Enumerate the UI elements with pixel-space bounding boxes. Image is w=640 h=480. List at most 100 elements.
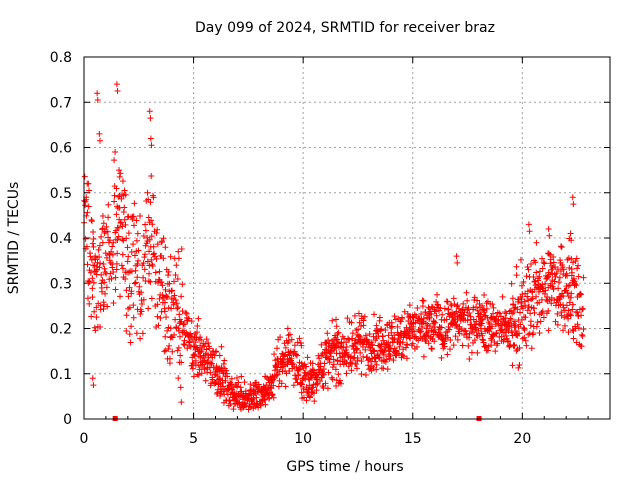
data-point: [555, 297, 562, 304]
data-point: [383, 356, 390, 363]
data-point: [167, 253, 174, 260]
data-point: [358, 371, 365, 378]
data-point: [206, 345, 213, 352]
data-point: [105, 201, 112, 208]
data-point: [571, 278, 578, 285]
data-point: [380, 351, 387, 358]
data-point: [165, 345, 172, 352]
data-point: [89, 275, 96, 282]
data-point: [300, 394, 307, 401]
data-point: [139, 330, 146, 337]
data-point: [96, 264, 103, 271]
data-point: [534, 319, 541, 326]
data-point: [215, 376, 222, 383]
data-point: [569, 194, 576, 201]
y-tick-label: 0.4: [50, 231, 72, 247]
data-point: [378, 341, 385, 348]
data-point: [162, 244, 169, 251]
data-point: [372, 355, 379, 362]
data-point: [482, 342, 489, 349]
data-point: [123, 328, 130, 335]
data-point: [178, 293, 185, 300]
data-point: [431, 318, 438, 325]
data-point: [147, 135, 154, 142]
data-point: [95, 246, 102, 253]
data-point: [419, 318, 426, 325]
data-point: [133, 330, 140, 337]
data-point: [208, 351, 215, 358]
data-point: [115, 193, 122, 200]
data-point: [89, 294, 96, 301]
data-point: [488, 323, 495, 330]
data-point: [461, 309, 468, 316]
data-point: [270, 394, 277, 401]
data-point: [560, 293, 567, 300]
data-point: [293, 376, 300, 383]
data-point: [483, 305, 490, 312]
data-point: [172, 271, 179, 278]
data-point: [306, 382, 313, 389]
data-point: [558, 243, 565, 250]
data-point: [148, 217, 155, 224]
data-point: [203, 336, 210, 343]
data-point: [299, 381, 306, 388]
y-tick-label: 0.5: [50, 186, 72, 202]
data-point: [351, 349, 358, 356]
data-point: [192, 339, 199, 346]
data-point: [371, 348, 378, 355]
data-point: [579, 306, 586, 313]
data-point: [419, 297, 426, 304]
data-point: [558, 244, 565, 251]
data-point: [207, 369, 214, 376]
data-point: [123, 312, 130, 319]
data-point: [441, 305, 448, 312]
data-point: [519, 305, 526, 312]
data-point: [100, 261, 107, 268]
data-point: [384, 366, 391, 373]
x-tick-label: 5: [189, 431, 198, 447]
data-point: [106, 257, 113, 264]
data-point: [422, 309, 429, 316]
data-point: [428, 345, 435, 352]
data-point: [115, 233, 122, 240]
grid-lines: [84, 57, 610, 419]
data-point: [93, 304, 100, 311]
data-point: [560, 304, 567, 311]
data-point: [334, 336, 341, 343]
data-point: [184, 345, 191, 352]
data-point: [128, 290, 135, 297]
data-point: [508, 280, 515, 287]
data-point: [353, 346, 360, 353]
data-point: [569, 326, 576, 333]
data-point: [90, 235, 97, 242]
data-point: [102, 290, 109, 297]
data-point: [103, 284, 110, 291]
data-point: [394, 323, 401, 330]
data-point: [145, 196, 152, 203]
data-point: [119, 178, 126, 185]
data-point: [406, 302, 413, 309]
data-point: [135, 257, 142, 264]
data-point: [468, 349, 475, 356]
data-point: [321, 360, 328, 367]
data-point: [444, 298, 451, 305]
data-point: [402, 344, 409, 351]
data-point: [228, 375, 235, 382]
data-point: [292, 351, 299, 358]
data-point: [97, 260, 104, 267]
data-point: [493, 329, 500, 336]
data-point: [88, 218, 95, 225]
data-point: [131, 200, 138, 207]
data-point: [399, 352, 406, 359]
data-point: [376, 314, 383, 321]
data-point: [510, 341, 517, 348]
data-point: [88, 256, 95, 263]
data-point: [116, 173, 123, 180]
data-point: [255, 381, 262, 388]
data-point: [544, 274, 551, 281]
data-point: [96, 130, 103, 137]
data-point: [533, 293, 540, 300]
data-point: [340, 354, 347, 361]
data-point: [85, 180, 92, 187]
data-point: [92, 256, 99, 263]
